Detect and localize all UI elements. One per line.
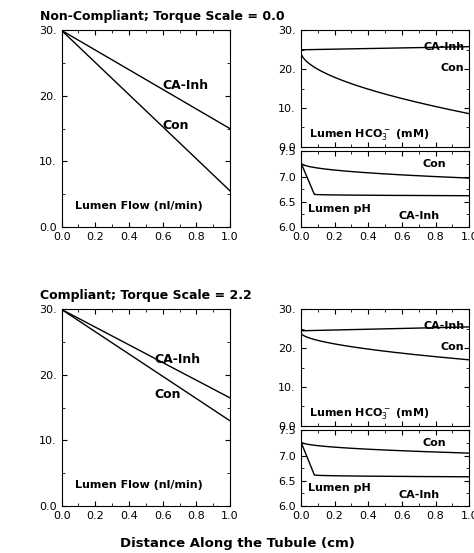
- Text: CA-Inh: CA-Inh: [399, 491, 440, 500]
- Text: Con: Con: [163, 119, 189, 132]
- Text: Lumen Flow (nl/min): Lumen Flow (nl/min): [75, 201, 203, 211]
- Text: Con: Con: [154, 388, 181, 401]
- Text: Lumen Flow (nl/min): Lumen Flow (nl/min): [75, 481, 203, 491]
- Text: Lumen HCO$_3^-$ (mM): Lumen HCO$_3^-$ (mM): [309, 406, 430, 421]
- Text: CA-Inh: CA-Inh: [154, 352, 201, 366]
- Text: CA-Inh: CA-Inh: [423, 42, 464, 52]
- Text: Lumen pH: Lumen pH: [308, 204, 370, 214]
- Text: Con: Con: [440, 342, 464, 352]
- Text: CA-Inh: CA-Inh: [399, 211, 440, 221]
- Text: Lumen pH: Lumen pH: [308, 483, 370, 493]
- Text: CA-Inh: CA-Inh: [163, 80, 209, 92]
- Text: CA-Inh: CA-Inh: [423, 321, 464, 331]
- Text: Lumen HCO$_3^-$ (mM): Lumen HCO$_3^-$ (mM): [309, 127, 430, 142]
- Text: Con: Con: [422, 159, 446, 169]
- Text: Con: Con: [440, 63, 464, 73]
- Text: Non-Compliant; Torque Scale = 0.0: Non-Compliant; Torque Scale = 0.0: [40, 9, 284, 23]
- Text: Distance Along the Tubule (cm): Distance Along the Tubule (cm): [119, 537, 355, 550]
- Text: Compliant; Torque Scale = 2.2: Compliant; Torque Scale = 2.2: [40, 289, 252, 301]
- Text: Con: Con: [422, 437, 446, 447]
